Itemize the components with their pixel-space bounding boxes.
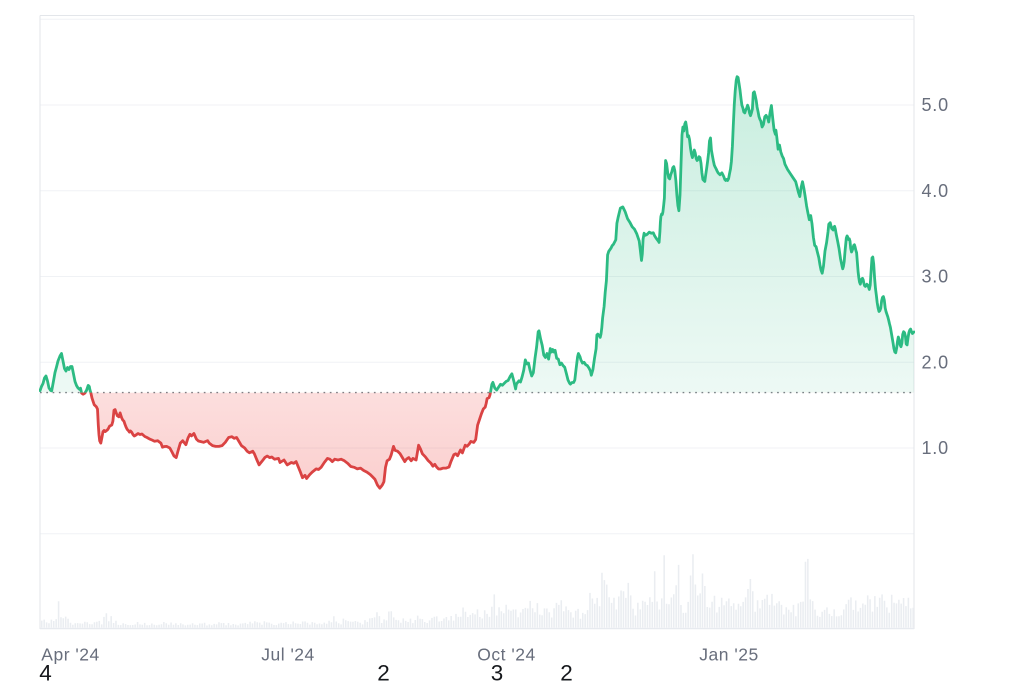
svg-text:4: 4 bbox=[39, 661, 52, 683]
svg-text:5.0: 5.0 bbox=[922, 95, 949, 115]
svg-text:3: 3 bbox=[491, 661, 504, 683]
svg-text:1.0: 1.0 bbox=[922, 438, 949, 458]
svg-text:Oct '24: Oct '24 bbox=[477, 645, 535, 665]
svg-text:2: 2 bbox=[377, 661, 390, 683]
svg-text:3.0: 3.0 bbox=[922, 267, 949, 287]
svg-text:2.0: 2.0 bbox=[922, 352, 949, 372]
svg-text:4.0: 4.0 bbox=[922, 181, 949, 201]
svg-text:Jan '25: Jan '25 bbox=[699, 645, 758, 665]
svg-text:Apr '24: Apr '24 bbox=[41, 645, 99, 665]
svg-text:Jul '24: Jul '24 bbox=[261, 645, 315, 665]
svg-text:2: 2 bbox=[560, 661, 573, 683]
